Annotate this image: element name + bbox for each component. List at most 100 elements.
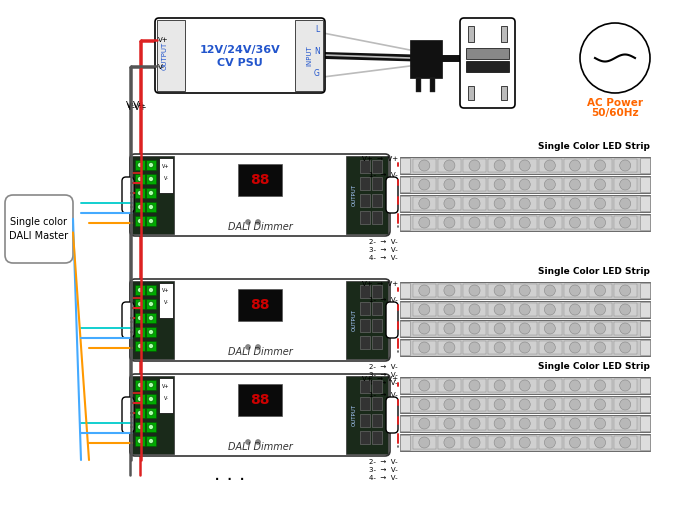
Circle shape <box>494 380 505 391</box>
Circle shape <box>545 304 556 315</box>
Circle shape <box>148 191 154 196</box>
Circle shape <box>520 437 530 448</box>
Bar <box>135 394 145 404</box>
Circle shape <box>419 342 430 353</box>
Circle shape <box>545 323 556 334</box>
Bar <box>400 214 650 231</box>
Text: INPUT: INPUT <box>306 45 312 66</box>
Bar <box>413 303 436 316</box>
Text: DALI Dimmer: DALI Dimmer <box>228 347 292 357</box>
Bar <box>360 285 370 298</box>
Bar <box>238 289 282 321</box>
Circle shape <box>545 179 556 190</box>
Bar <box>589 417 612 430</box>
Bar <box>372 431 382 444</box>
Bar <box>614 178 637 191</box>
Circle shape <box>444 179 455 190</box>
Bar <box>589 379 612 392</box>
Bar <box>400 301 650 318</box>
Bar <box>135 436 145 446</box>
Bar <box>438 284 461 297</box>
Circle shape <box>569 399 581 410</box>
Circle shape <box>594 399 606 410</box>
Circle shape <box>619 418 630 429</box>
Circle shape <box>520 380 530 391</box>
Text: 3-  →  V-: 3- → V- <box>369 247 398 253</box>
Circle shape <box>245 440 250 445</box>
Bar <box>438 322 461 335</box>
Bar <box>640 177 650 192</box>
Bar <box>501 86 507 100</box>
Bar <box>513 322 537 335</box>
Circle shape <box>545 160 556 171</box>
Bar <box>372 177 382 190</box>
Bar <box>640 397 650 412</box>
Bar <box>614 159 637 172</box>
Circle shape <box>148 176 154 182</box>
Bar <box>589 398 612 411</box>
FancyBboxPatch shape <box>122 397 134 433</box>
Text: V-: V- <box>164 175 169 180</box>
Circle shape <box>594 418 606 429</box>
Circle shape <box>444 418 455 429</box>
Bar <box>400 396 650 413</box>
Bar <box>466 61 509 72</box>
Circle shape <box>137 163 143 167</box>
Bar <box>360 211 370 224</box>
FancyBboxPatch shape <box>122 177 134 213</box>
Bar <box>438 398 461 411</box>
Bar <box>400 321 410 336</box>
Bar <box>360 177 370 190</box>
Text: 2-  →  V-: 2- → V- <box>369 459 398 465</box>
FancyBboxPatch shape <box>386 397 398 433</box>
Circle shape <box>419 399 430 410</box>
Bar <box>146 299 156 309</box>
Bar <box>132 156 174 234</box>
Bar <box>346 156 388 234</box>
Bar <box>513 216 537 229</box>
Text: 4-  →  V-: 4- → V- <box>369 255 398 261</box>
Bar <box>438 341 461 354</box>
Text: 3-  →  V-: 3- → V- <box>369 467 398 473</box>
Circle shape <box>619 437 630 448</box>
Bar <box>372 302 382 315</box>
Circle shape <box>148 439 154 444</box>
Bar <box>438 197 461 210</box>
Circle shape <box>545 418 556 429</box>
Bar <box>135 216 145 226</box>
Bar <box>589 341 612 354</box>
Text: V-: V- <box>164 301 169 306</box>
Bar <box>463 341 486 354</box>
Circle shape <box>520 342 530 353</box>
Bar <box>614 379 637 392</box>
Circle shape <box>469 399 480 410</box>
Bar <box>539 436 562 449</box>
Bar <box>413 284 436 297</box>
Bar <box>400 377 650 394</box>
Circle shape <box>569 304 581 315</box>
Text: V+  →  V+: V+ → V+ <box>362 376 398 382</box>
Text: V-: V- <box>158 64 165 70</box>
Circle shape <box>444 217 455 228</box>
Circle shape <box>494 342 505 353</box>
Circle shape <box>494 179 505 190</box>
Bar <box>413 379 436 392</box>
Circle shape <box>494 198 505 209</box>
Circle shape <box>520 399 530 410</box>
Bar <box>513 178 537 191</box>
Circle shape <box>619 380 630 391</box>
Text: L: L <box>316 25 320 34</box>
Bar <box>463 379 486 392</box>
Circle shape <box>419 380 430 391</box>
Bar <box>400 416 410 431</box>
Text: 50/60Hz: 50/60Hz <box>591 108 639 118</box>
Bar <box>463 216 486 229</box>
Circle shape <box>137 411 143 416</box>
Text: CV PSU: CV PSU <box>217 58 263 68</box>
Bar <box>463 303 486 316</box>
Bar <box>146 341 156 351</box>
Bar <box>539 159 562 172</box>
Circle shape <box>137 424 143 429</box>
Bar <box>146 313 156 323</box>
Circle shape <box>619 323 630 334</box>
